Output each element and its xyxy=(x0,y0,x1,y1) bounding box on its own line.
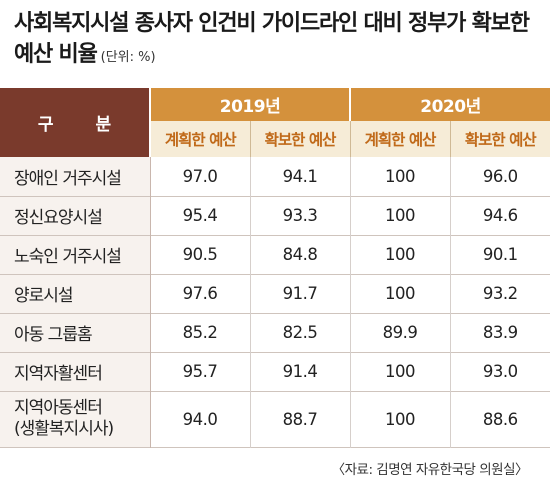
cell-value: 88.7 xyxy=(249,391,350,447)
budget-table: 구 분 2019년 2020년 계획한 예산 확보한 예산 계획한 예산 확보한… xyxy=(0,88,550,448)
cell-value: 90.5 xyxy=(182,245,218,264)
table-row: 양로시설 97.6 91.7 100 93.2 xyxy=(0,274,550,313)
cell-value: 94.6 xyxy=(449,196,550,235)
cell-value: 97.6 xyxy=(182,284,218,303)
subheader-secured-2020: 확보한 예산 xyxy=(449,121,550,157)
cell-value: 93.2 xyxy=(449,274,550,313)
cell-value: 96.0 xyxy=(449,157,550,196)
cell-value: 95.4 xyxy=(182,206,218,225)
year-header-2020: 2020년 xyxy=(349,88,550,121)
source-note: 〈자료: 김명연 자유한국당 의원실〉 xyxy=(331,462,529,478)
cell-value: 100 xyxy=(349,157,450,196)
cell-value: 93.3 xyxy=(249,196,350,235)
category-header: 구 분 xyxy=(0,88,151,157)
table-row: 지역아동센터 (생활복지시사) 94.0 88.7 100 88.6 xyxy=(0,391,550,447)
row-label-line2: (생활복지시사) xyxy=(14,419,114,439)
cell-value: 95.7 xyxy=(182,362,218,381)
cell-value: 90.1 xyxy=(449,235,550,274)
cell-value: 100 xyxy=(349,196,450,235)
row-label: 양로시설 xyxy=(0,274,151,313)
cell-value: 88.6 xyxy=(449,391,550,447)
table-row: 아동 그룹홈 85.2 82.5 89.9 83.9 xyxy=(0,313,550,352)
cell-value: 93.0 xyxy=(449,352,550,391)
cell-value: 100 xyxy=(349,391,450,447)
unit-label: (단위: %) xyxy=(100,50,156,65)
table-row: 지역자활센터 95.7 91.4 100 93.0 xyxy=(0,352,550,391)
cell-value: 89.9 xyxy=(349,313,450,352)
subheader-secured-2019: 확보한 예산 xyxy=(249,121,350,157)
year-header-2019: 2019년 xyxy=(150,88,350,121)
table-row: 장애인 거주시설 97.0 94.1 100 96.0 xyxy=(0,157,550,196)
cell-value: 91.4 xyxy=(249,352,350,391)
row-label-line1: 지역아동센터 xyxy=(14,398,103,418)
subheader-planned-2019: 계획한 예산 xyxy=(150,121,250,157)
title-text: 사회복지시설 종사자 인건비 가이드라인 대비 정부가 확보한 예산 비율 xyxy=(14,11,530,67)
cell-value: 94.1 xyxy=(249,157,350,196)
table-row: 노숙인 거주시설 90.5 84.8 100 90.1 xyxy=(0,235,550,274)
row-label: 노숙인 거주시설 xyxy=(0,235,151,274)
cell-value: 97.0 xyxy=(182,166,218,186)
cell-value: 83.9 xyxy=(449,313,550,352)
cell-value: 82.5 xyxy=(249,313,350,352)
cell-value: 91.7 xyxy=(249,274,350,313)
table-row: 정신요양시설 95.4 93.3 100 94.6 xyxy=(0,196,550,235)
cell-value: 85.2 xyxy=(182,323,218,342)
row-label: 아동 그룹홈 xyxy=(0,313,151,352)
page-title: 사회복지시설 종사자 인건비 가이드라인 대비 정부가 확보한 예산 비율 (단위… xyxy=(14,8,544,73)
row-label: 장애인 거주시설 xyxy=(0,157,151,196)
row-label: 지역아동센터 (생활복지시사) xyxy=(0,391,151,447)
row-label: 지역자활센터 xyxy=(0,352,151,391)
row-label: 정신요양시설 xyxy=(0,196,151,235)
cell-value: 100 xyxy=(349,352,450,391)
cell-value: 84.8 xyxy=(249,235,350,274)
cell-value: 94.0 xyxy=(182,409,218,429)
cell-value: 100 xyxy=(349,274,450,313)
subheader-planned-2020: 계획한 예산 xyxy=(349,121,450,157)
cell-value: 100 xyxy=(349,235,450,274)
